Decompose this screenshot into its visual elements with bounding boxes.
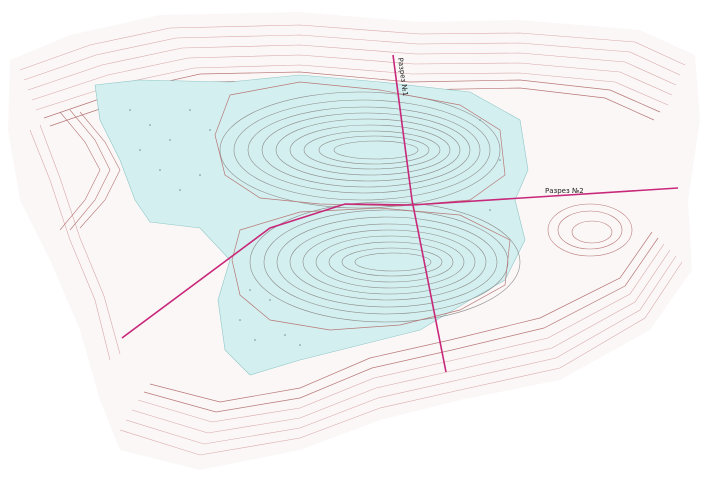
section-label-2: Разрез №2 xyxy=(545,187,584,195)
